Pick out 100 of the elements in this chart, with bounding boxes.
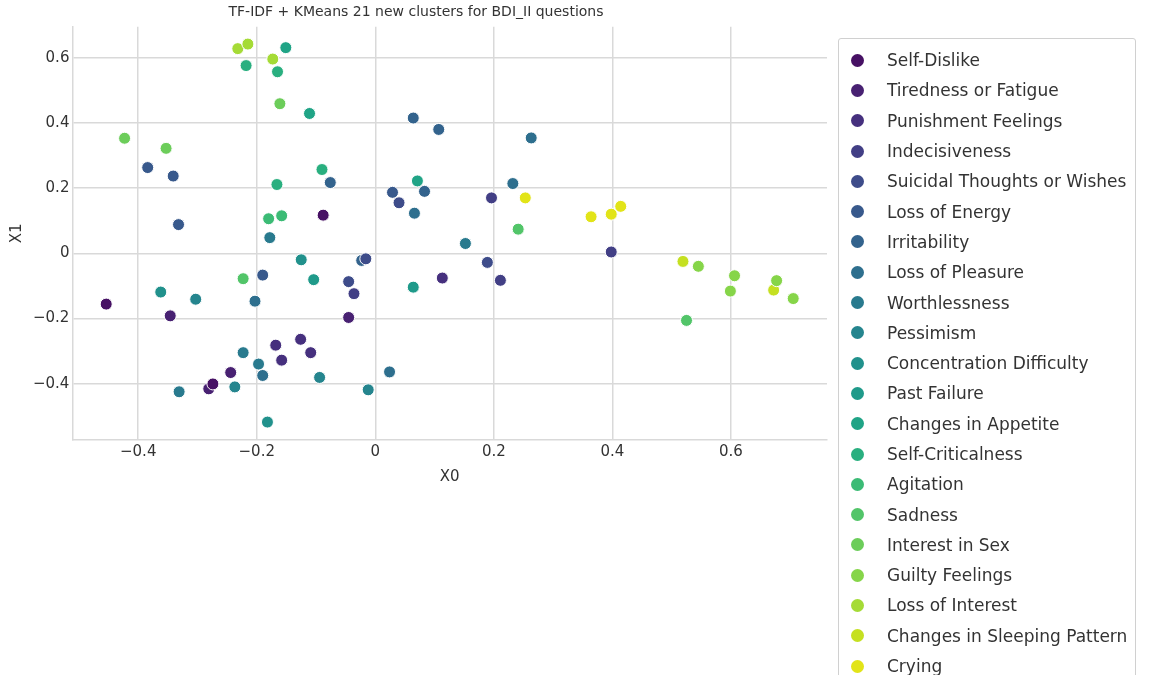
y-tick-label: −0.2 [32, 308, 70, 327]
point [262, 212, 276, 226]
point [166, 169, 180, 183]
x-tick-label: 0 [370, 441, 381, 460]
point [303, 106, 317, 120]
point [266, 52, 280, 66]
legend-label: Suicidal Thoughts or Wishes [887, 171, 1127, 192]
legend-label: Pessimism [887, 322, 977, 343]
point [294, 253, 308, 267]
point [406, 111, 420, 125]
x-tick-label: 0.4 [600, 441, 625, 460]
y-tick-label: 0.4 [45, 112, 70, 131]
point [154, 285, 168, 299]
point [252, 357, 266, 371]
point [163, 309, 177, 323]
point [676, 254, 690, 268]
point [383, 365, 397, 379]
point [342, 275, 356, 289]
legend-label: Interest in Sex [887, 534, 1010, 555]
x-tick-label: −0.2 [238, 441, 275, 460]
legend-label: Changes in Appetite [887, 413, 1060, 434]
point [236, 346, 250, 360]
point [506, 177, 520, 191]
point [359, 252, 373, 266]
x-tick-label: 0.2 [481, 441, 506, 460]
point [723, 284, 737, 298]
legend-label: Changes in Sleeping Pattern [887, 625, 1128, 646]
point [256, 268, 270, 282]
point [231, 42, 245, 56]
y-tick-label: −0.4 [32, 373, 70, 392]
point [279, 41, 293, 55]
point [275, 209, 289, 223]
point [604, 207, 618, 221]
legend-label: Loss of Energy [887, 201, 1011, 222]
point [307, 273, 321, 287]
chart-title: TF-IDF + KMeans 21 new clusters for BDI_II questions [227, 3, 604, 20]
legend-label: Past Failure [887, 383, 984, 404]
legend-label: Agitation [887, 474, 964, 495]
point [270, 178, 284, 192]
point [458, 237, 472, 250]
point [480, 255, 494, 269]
point [407, 206, 421, 220]
legend-label: Loss of Pleasure [887, 262, 1025, 283]
point [728, 269, 742, 283]
point [256, 368, 270, 382]
point [99, 297, 113, 311]
point [584, 210, 598, 224]
x-tick-label: −0.4 [120, 441, 157, 460]
point [263, 231, 277, 245]
point [313, 370, 327, 384]
legend-label: Tiredness or Fatigue [887, 80, 1059, 101]
point [347, 287, 361, 301]
point [315, 163, 329, 177]
point [271, 65, 285, 79]
point [614, 199, 628, 213]
legend-label: Guilty Feelings [887, 565, 1013, 586]
point [435, 271, 449, 285]
point [361, 383, 375, 397]
point [485, 191, 498, 205]
legend-label: Self-Criticalness [887, 444, 1023, 464]
point [524, 131, 538, 145]
point [172, 385, 186, 399]
point [770, 274, 784, 288]
y-tick-label: 0.2 [45, 178, 70, 196]
point [159, 141, 173, 155]
legend-label: Punishment Feelings [887, 110, 1063, 131]
point [260, 415, 274, 429]
x-tick-label: 0.6 [719, 441, 743, 460]
point [141, 161, 155, 175]
point [189, 292, 203, 306]
point [386, 185, 400, 199]
point [342, 310, 356, 324]
point [323, 176, 337, 190]
legend-label: Worthlessness [887, 292, 1010, 313]
point [241, 37, 255, 51]
point [294, 332, 308, 346]
point [172, 218, 186, 232]
point [248, 294, 262, 308]
y-tick-label: 0.6 [45, 47, 70, 66]
point [518, 191, 532, 205]
point [680, 313, 694, 327]
point [493, 273, 507, 287]
point [786, 292, 800, 306]
legend-label: Irritability [887, 231, 970, 252]
point [228, 380, 242, 394]
point [236, 272, 250, 286]
point [224, 366, 238, 380]
point [304, 346, 318, 360]
point [511, 222, 525, 236]
point [118, 131, 132, 145]
x-axis-title: X0 [439, 466, 460, 485]
point [432, 122, 446, 136]
y-axis-title: X1 [6, 223, 25, 244]
legend-label: Crying [887, 656, 943, 675]
point [239, 59, 253, 73]
legend-label: Loss of Interest [887, 595, 1017, 616]
point [275, 353, 289, 367]
legend-label: Concentration Difficulty [887, 353, 1089, 374]
point [206, 377, 220, 391]
point [316, 208, 330, 222]
